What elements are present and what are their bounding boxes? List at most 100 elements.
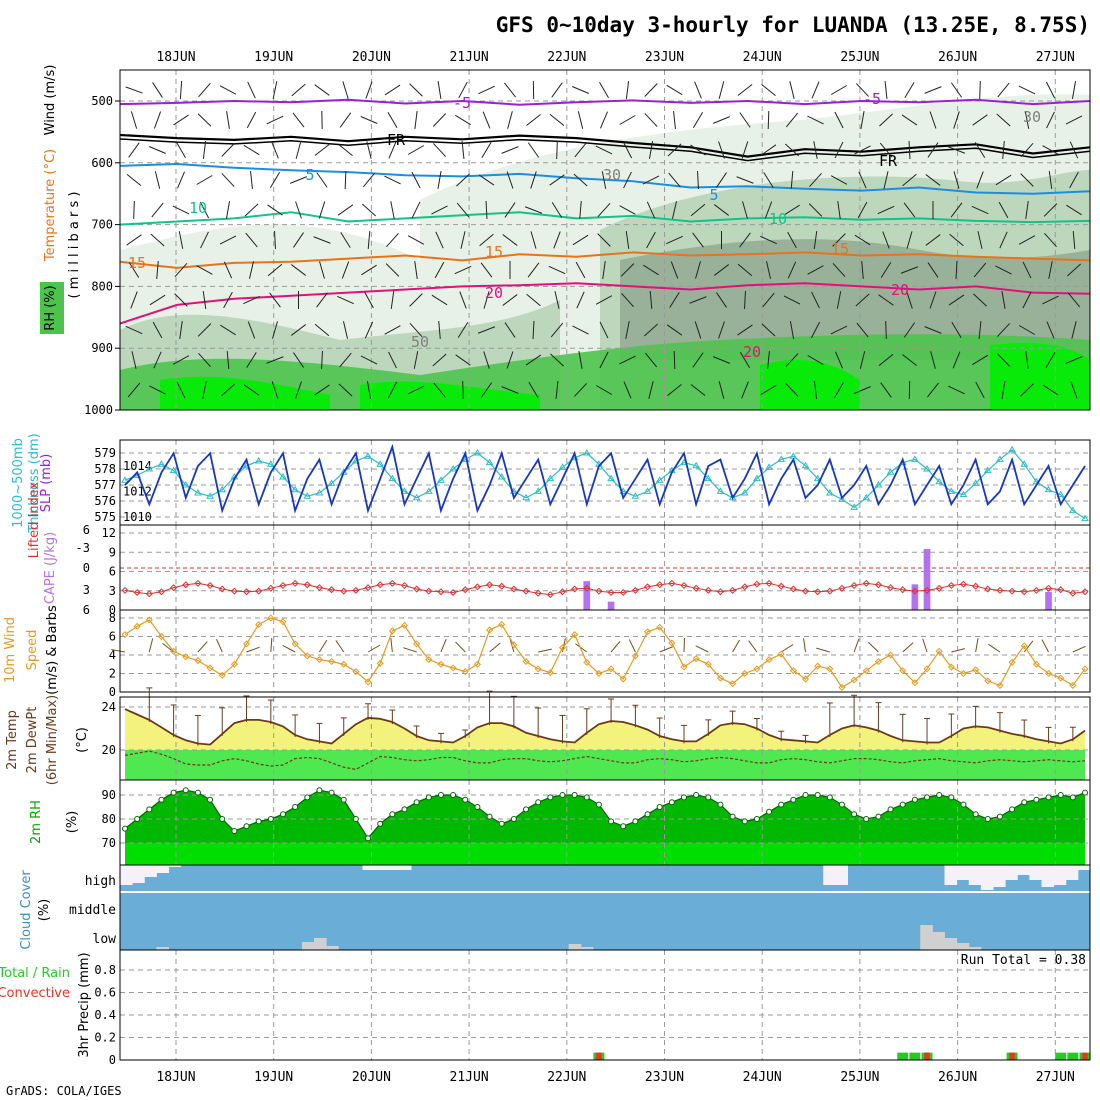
wind-barb-10m xyxy=(1041,639,1049,653)
cloud-high-bar xyxy=(144,865,157,877)
wind-speed-point xyxy=(911,679,919,687)
wind-barb xyxy=(549,174,565,186)
contour-label: 20 xyxy=(485,284,503,302)
wind-speed-point xyxy=(1008,658,1016,666)
wind-barb xyxy=(900,266,919,274)
wind-speed-point xyxy=(242,640,251,648)
wind-barb xyxy=(1020,383,1034,397)
wind-barb xyxy=(1042,384,1059,396)
wind-barb xyxy=(413,351,419,369)
wind-barb xyxy=(785,383,799,397)
wind-barb xyxy=(390,291,395,309)
lifted-index-point xyxy=(595,587,603,595)
wind-barb xyxy=(673,110,676,130)
wind-speed-point xyxy=(826,665,834,673)
wind-speed-point xyxy=(716,674,724,682)
rh-tick-label: 90 xyxy=(102,788,116,802)
wind-speed-point xyxy=(947,663,955,671)
wind-barb xyxy=(787,231,797,249)
wind-barb xyxy=(767,110,770,130)
thickness-point xyxy=(121,476,129,483)
wind-barb xyxy=(835,351,843,369)
wind-barb xyxy=(149,385,166,395)
lifted-index-point xyxy=(1032,586,1040,594)
thickness-point xyxy=(959,490,968,498)
cloud-low-bar xyxy=(920,925,933,950)
wind-barb xyxy=(219,85,237,95)
wind-barb xyxy=(1072,230,1076,250)
dewpoint-line xyxy=(124,750,1086,771)
rh-point xyxy=(996,813,1003,820)
lifted-index-point xyxy=(789,585,797,593)
wind-barb xyxy=(764,201,773,219)
wind-barb xyxy=(339,352,352,368)
wind-barb xyxy=(219,235,237,245)
wind-barb xyxy=(595,145,613,155)
lifted-index-point xyxy=(972,582,980,590)
cape-tick-label: 12 xyxy=(102,526,116,540)
lifted-index-point xyxy=(498,582,506,590)
wind-barb xyxy=(407,145,425,155)
precip-tick-label: 0.2 xyxy=(94,1031,116,1045)
wind-barb xyxy=(927,142,939,158)
rh-point xyxy=(887,806,894,813)
wind-barb xyxy=(572,86,589,94)
wind-speed-point xyxy=(328,657,336,666)
pressure-tick-label: 600 xyxy=(91,156,113,170)
slp-tick-label: 1014 xyxy=(123,459,152,473)
rh-point xyxy=(899,801,906,808)
wind-tick-label: 0 xyxy=(109,685,116,699)
wind-barb xyxy=(578,351,583,369)
date-label-top: 19JUN xyxy=(254,50,293,65)
wind-barb xyxy=(507,111,513,129)
wind-barb xyxy=(1048,171,1053,189)
cloud-high-bar xyxy=(993,865,1006,887)
thickness-point xyxy=(315,489,324,496)
rh-point xyxy=(498,820,505,827)
wind-barb xyxy=(761,323,776,337)
temp-tick-label: 24 xyxy=(102,700,116,714)
wind-speed-point xyxy=(364,678,372,686)
wind-barb xyxy=(885,320,887,340)
wind-barb xyxy=(153,111,162,129)
rh-point xyxy=(352,816,359,822)
wind-barb xyxy=(1071,321,1077,339)
pressure-tick-label: 800 xyxy=(91,279,113,293)
wind-barb xyxy=(1066,204,1082,216)
wind-barb xyxy=(295,141,302,159)
lifted-index-point xyxy=(874,581,882,589)
rh-point xyxy=(122,825,128,832)
wind-barb xyxy=(1020,142,1034,158)
lifted-index-point xyxy=(182,581,190,589)
cape-tick-label: 6 xyxy=(109,565,116,579)
wind-barb xyxy=(220,324,236,336)
wind-barb xyxy=(388,141,397,159)
wind-barb xyxy=(1042,145,1059,155)
wind-barb xyxy=(551,202,563,218)
lifted-index-point xyxy=(157,588,165,596)
wind-10m-panel: 0 2 4 6 8 10m Wind Speed (m/s) & Barbs xyxy=(3,605,1091,699)
wind-barb-10m xyxy=(455,641,466,653)
wind-barb xyxy=(149,294,166,306)
wind-barb xyxy=(577,111,584,129)
wind-speed-point xyxy=(522,657,530,666)
wind-speed-point xyxy=(1032,660,1040,668)
wind-barb-10m xyxy=(319,639,328,653)
lifted-index-point xyxy=(631,586,639,594)
wind-barb xyxy=(692,112,704,128)
label-thickness-1: 1000~500mb xyxy=(11,438,26,528)
cloud-high-bar xyxy=(398,865,412,870)
wind-speed-point xyxy=(230,660,238,668)
wind-barb xyxy=(319,261,325,279)
wind-barb xyxy=(597,233,611,247)
date-label-top: 21JUN xyxy=(450,50,489,65)
wind-barb xyxy=(924,326,942,334)
wind-barb xyxy=(695,261,701,279)
wind-barb xyxy=(787,261,797,279)
wind-barb xyxy=(925,174,941,186)
thickness-tick-label: 577 xyxy=(94,478,116,492)
wind-barb xyxy=(950,202,963,218)
wind-barb xyxy=(128,262,140,278)
rh-fill-low xyxy=(125,843,1085,865)
